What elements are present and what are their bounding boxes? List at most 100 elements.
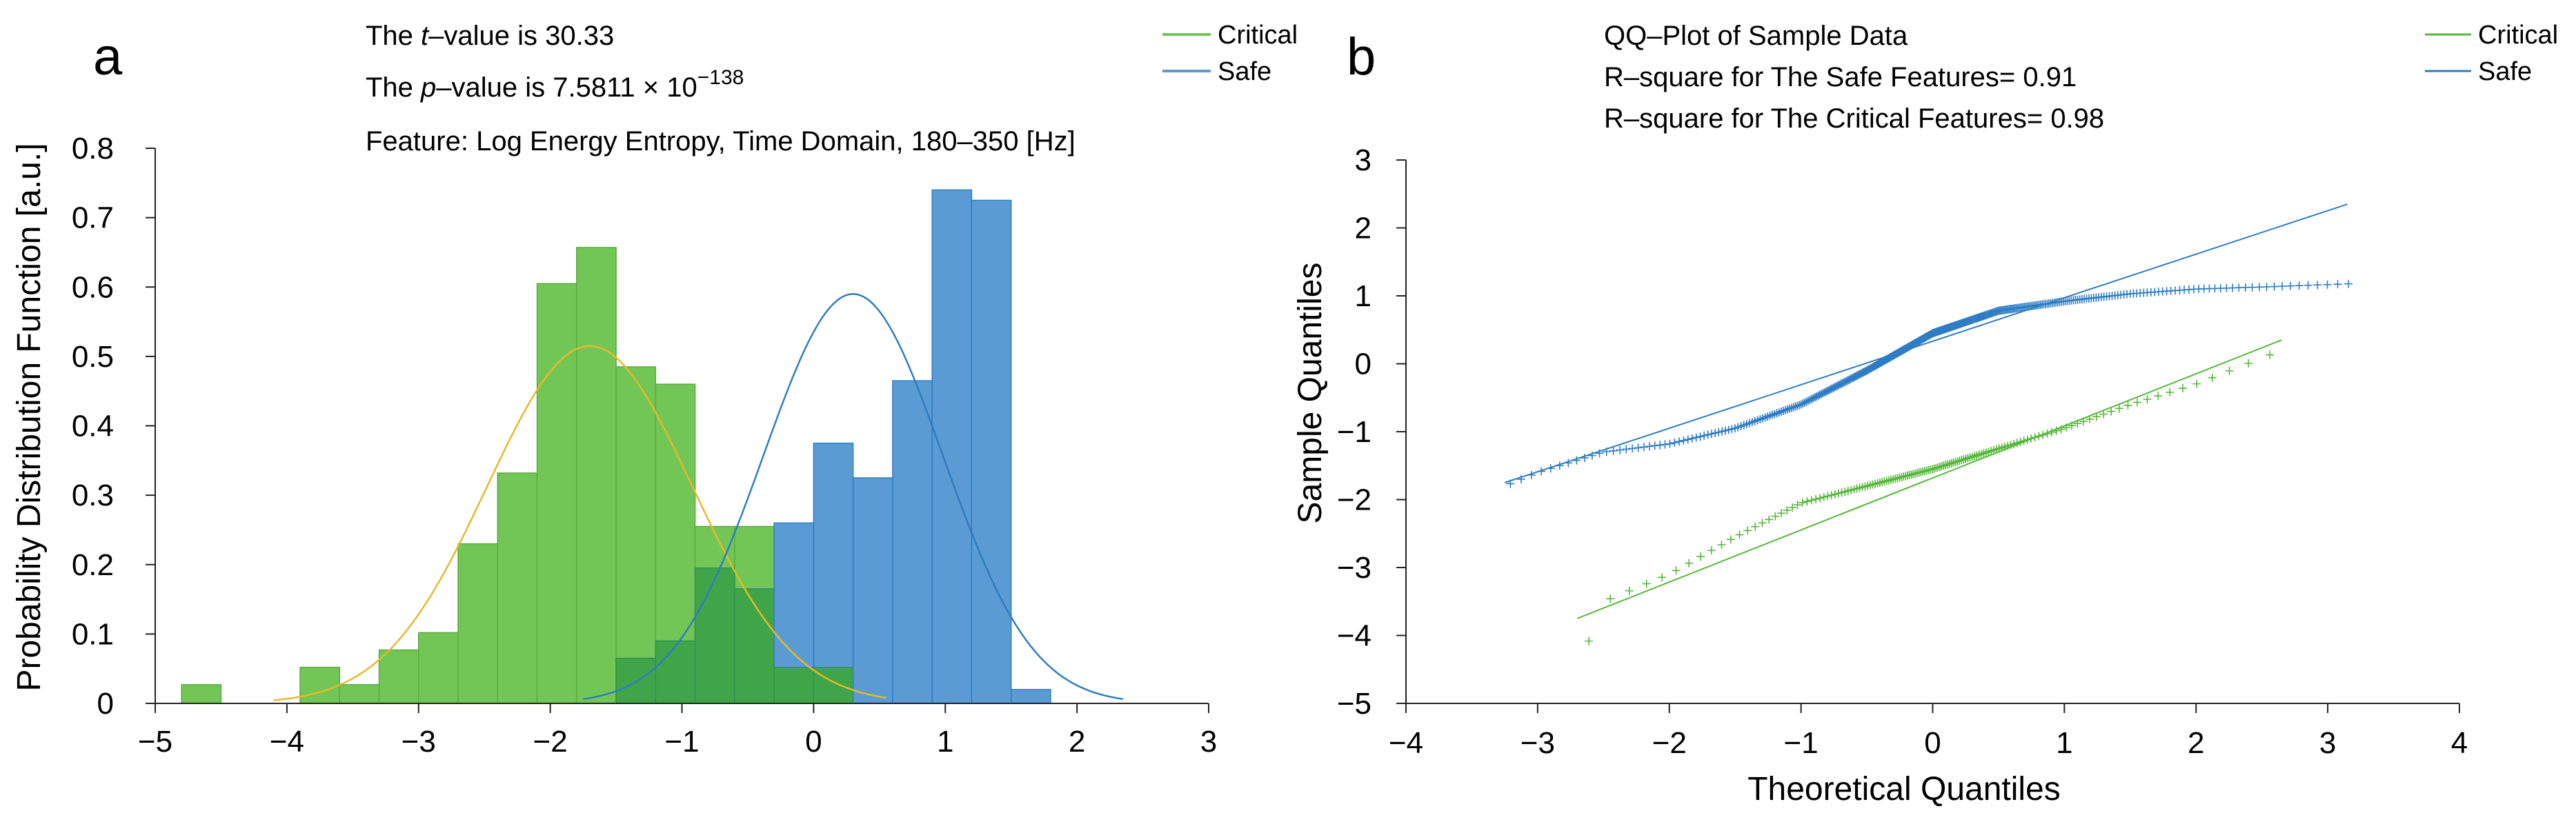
qq-points (1506, 279, 2353, 645)
safe-qq-point (1807, 394, 1816, 403)
critical-qq-point (1798, 498, 1807, 507)
overlap-bar (695, 568, 735, 704)
safe-qq-point (1714, 428, 1723, 437)
critical-bar (576, 247, 617, 704)
safe-qq-point (1800, 398, 1809, 407)
critical-qq-point (2034, 432, 2043, 441)
critical-bar (418, 632, 459, 704)
critical-qq-point (1957, 456, 1966, 465)
critical-qq-point (1930, 464, 1939, 473)
critical-qq-point (2244, 359, 2253, 368)
safe-qq-point (1776, 407, 1785, 416)
safe-qq-point (1711, 428, 1720, 437)
safe-qq-point (1805, 395, 1814, 404)
y-axis-title: Sample Quantiles (1292, 263, 1329, 524)
safe-qq-point (1580, 454, 1589, 463)
safe-qq-point (1661, 440, 1670, 449)
critical-qq-point (1735, 530, 1744, 539)
safe-qq-point (1700, 431, 1709, 440)
safe-qq-point (1795, 401, 1804, 410)
safe-qq-point (2303, 281, 2312, 290)
critical-qq-point (2030, 433, 2039, 442)
safe-qq-point (1564, 459, 1573, 468)
legend-critical-label: Critical (2478, 21, 2558, 50)
critical-qq-point (2079, 417, 2088, 426)
critical-qq-point (1642, 579, 1651, 588)
critical-qq-point (1880, 477, 1889, 486)
critical-qq-point (1672, 566, 1681, 575)
safe-bar (892, 380, 933, 704)
critical-qq-point (2057, 425, 2065, 434)
critical-qq-point (1934, 463, 1943, 472)
critical-qq-point (2208, 373, 2217, 382)
critical-reference-line (1576, 339, 2282, 619)
x-tick-label: 0 (1924, 726, 1941, 760)
y-tick-label: 0 (1355, 348, 1371, 381)
critical-qq-point (1758, 519, 1767, 528)
critical-qq-point (1777, 509, 1786, 518)
safe-qq-point (1796, 400, 1805, 409)
x-tick-label: 3 (2319, 726, 2336, 760)
critical-qq-point (1955, 457, 1964, 465)
y-tick-label: 0.5 (72, 340, 114, 374)
critical-qq-point (1963, 454, 1972, 463)
x-tick-label: −4 (1389, 726, 1423, 760)
critical-bar (339, 684, 380, 704)
panel-b-axes: −4 −3 −2 −1 0 1 2 3 4 −5 −4 −3 −2 −1 0 1 2 3 (1337, 143, 2468, 760)
y-tick-label: 0.1 (72, 617, 114, 651)
safe-qq-point (1546, 464, 1555, 473)
y-tick-label: 0.3 (72, 479, 114, 512)
critical-qq-point (1941, 461, 1950, 470)
histogram-bars (181, 189, 1051, 704)
safe-qq-point (2262, 282, 2271, 291)
critical-qq-point (2048, 428, 2057, 437)
critical-qq-point (2107, 407, 2116, 416)
critical-qq-point (1751, 522, 1760, 531)
critical-qq-point (2114, 404, 2123, 413)
critical-qq-point (2027, 434, 2036, 443)
critical-qq-point (1947, 459, 1956, 468)
critical-bar (615, 366, 657, 704)
safe-qq-point (1793, 401, 1802, 410)
critical-qq-point (1970, 452, 1979, 461)
critical-qq-point (1949, 458, 1958, 467)
critical-qq-point (1928, 465, 1936, 474)
x-tick-label: −3 (1520, 726, 1555, 760)
critical-qq-point (2052, 426, 2061, 435)
critical-qq-point (1878, 478, 1887, 487)
x-tick-label: 1 (2056, 726, 2072, 760)
critical-qq-point (1793, 501, 1802, 510)
y-tick-label: −3 (1337, 551, 1371, 585)
safe-qq-point (2270, 282, 2279, 291)
critical-qq-point (1696, 552, 1705, 561)
safe-qq-point (1799, 399, 1807, 408)
critical-bar (299, 666, 340, 704)
safe-reference-line (1504, 203, 2348, 483)
safe-qq-point (1527, 470, 1536, 479)
safe-qq-point (1789, 403, 1798, 412)
reference-lines (1504, 203, 2348, 619)
safe-bar (971, 199, 1012, 704)
critical-qq-point (2154, 392, 2163, 401)
x-tick-label: 3 (1200, 725, 1217, 759)
p-value-annotation: The p–value is 7.5811 × 10−138 (366, 66, 744, 103)
safe-qq-point (1656, 441, 1665, 450)
critical-qq-point (1812, 494, 1821, 503)
safe-qq-point (1650, 441, 1659, 450)
safe-qq-point (2333, 280, 2342, 289)
x-tick-label: 2 (1069, 725, 1085, 759)
safe-bar (1010, 689, 1051, 704)
safe-qq-point (1687, 434, 1696, 443)
critical-qq-point (1943, 460, 1952, 469)
critical-bar (536, 283, 577, 704)
critical-qq-point (2012, 439, 2021, 448)
x-tick-label: −2 (533, 725, 568, 759)
critical-qq-point (1827, 491, 1836, 500)
y-tick-label: 0.6 (72, 270, 114, 304)
panel-a-axes: −5 −4 −3 −2 −1 0 1 2 3 0 0.1 0.2 0.3 0.4 0.5 0.6 0.7 0.8 (72, 132, 1217, 759)
safe-qq-point (2323, 280, 2332, 289)
panel-a-legend: Critical Safe (1162, 21, 1298, 86)
critical-qq-point (1726, 535, 1735, 544)
critical-qq-point (2092, 412, 2101, 421)
